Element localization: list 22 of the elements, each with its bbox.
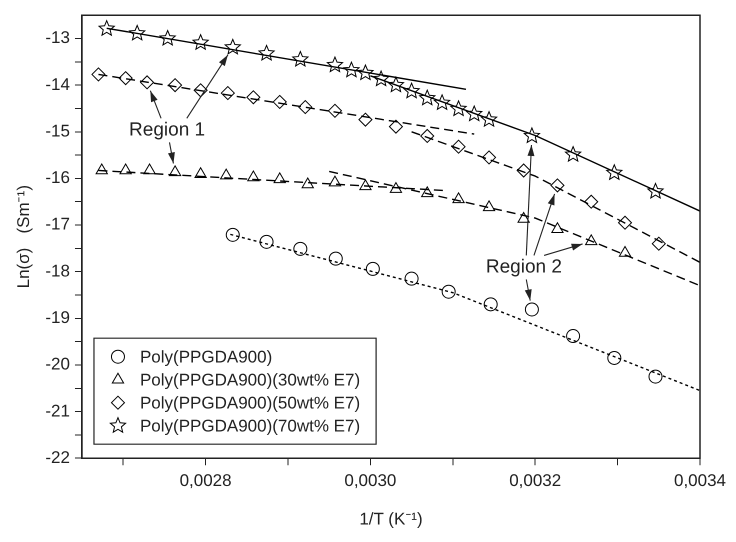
y-tick-label: -13: [45, 28, 70, 48]
y-axis-title: Ln(σ) (Sm⁻¹): [14, 185, 33, 288]
legend-label: Poly(PPGDA900)(50wt% E7): [140, 393, 360, 412]
annotation: Region 2: [486, 256, 562, 278]
y-tick-label: -15: [45, 121, 70, 140]
y-tick-label: -21: [45, 401, 70, 420]
annotation: Region 1: [129, 120, 206, 141]
y-tick-label: -17: [45, 214, 70, 234]
y-tick-label: -20: [45, 354, 70, 374]
x-tick-label: 0,0032: [509, 471, 562, 490]
y-tick-label: -22: [45, 448, 70, 467]
legend-label: Poly(PPGDA900)(70wt% E7): [140, 416, 360, 436]
y-tick-label: -16: [45, 168, 70, 188]
x-tick-label: 0,0034: [674, 471, 726, 490]
legend-label: Poly(PPGDA900)(30wt% E7): [140, 370, 360, 390]
y-tick-label: -18: [45, 261, 70, 280]
x-axis-title: 1/T (K⁻¹): [359, 509, 423, 528]
x-tick-label: 0,0030: [344, 471, 396, 490]
y-tick-label: -14: [45, 74, 70, 94]
legend-label: Poly(PPGDA900): [140, 347, 272, 366]
x-tick-label: 0,0028: [180, 471, 232, 490]
y-tick-label: -19: [45, 308, 70, 327]
